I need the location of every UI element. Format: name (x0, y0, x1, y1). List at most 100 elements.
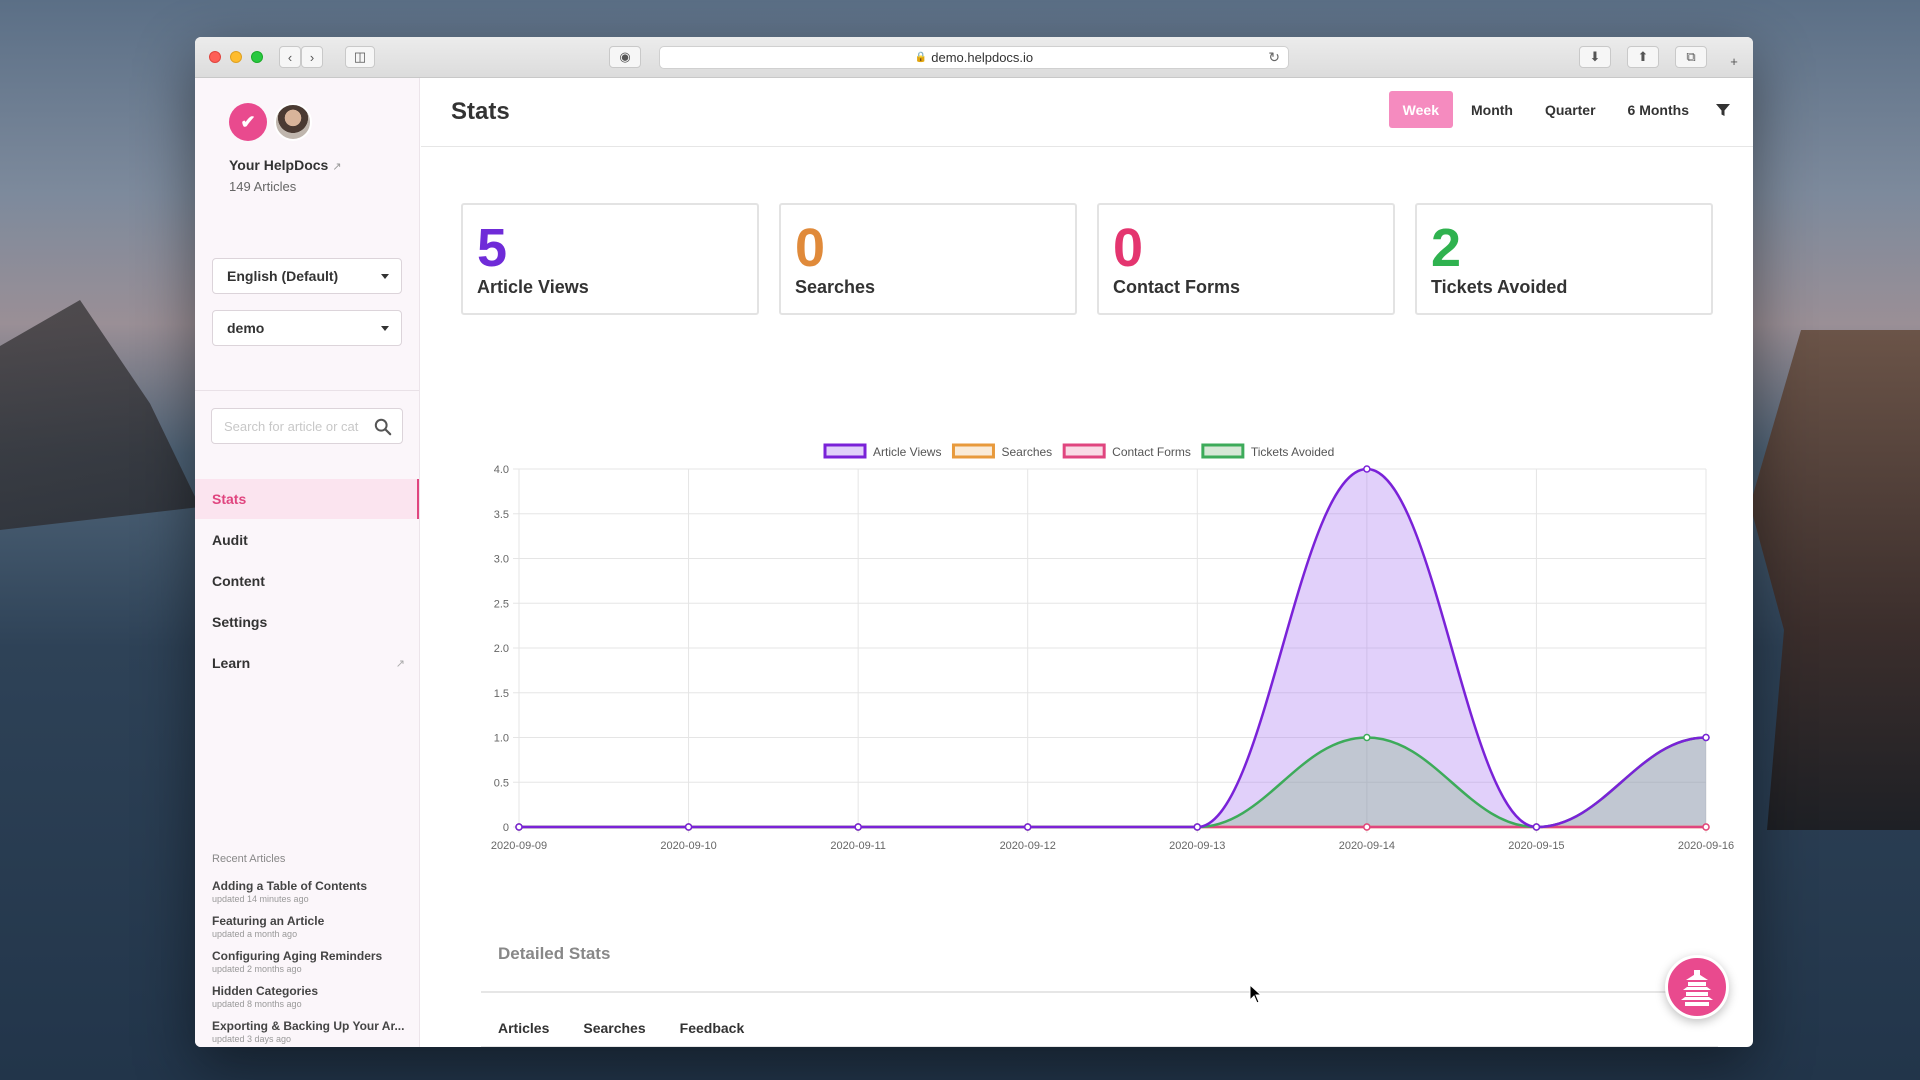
detailed-stats-title: Detailed Stats (498, 944, 611, 963)
nav-label: Stats (212, 491, 247, 507)
stats-chart: 0 0.5 1.0 1.5 2.0 2.5 3.0 3.5 4.0 2020-09-09 2020-… (491, 443, 1734, 852)
data-point (1363, 733, 1371, 742)
page-title: Stats (451, 98, 510, 125)
legend-label: Article Views (873, 445, 941, 459)
stat-card-tickets-avoided[interactable]: 2 Tickets Avoided (1415, 203, 1713, 315)
tab-searches[interactable]: Searches (583, 1020, 646, 1036)
recent-article-time: updated 14 minutes ago (212, 894, 309, 904)
nav-label: Settings (212, 614, 268, 630)
recent-article[interactable]: Configuring Aging Reminders updated 2 mo… (212, 949, 409, 974)
address-bar[interactable]: 🔒 demo.helpdocs.io ↻ (659, 46, 1289, 69)
window-controls (209, 51, 263, 63)
stat-value: 2 (1431, 218, 1462, 278)
recent-article-time: updated a month ago (212, 929, 298, 939)
x-tick-label: 2020-09-12 (1000, 840, 1056, 852)
close-window-button[interactable] (209, 51, 221, 63)
sidebar-toggle-icon[interactable]: ◫ (345, 46, 375, 68)
stat-value: 0 (795, 218, 826, 278)
x-tick-label: 2020-09-09 (491, 840, 547, 852)
recent-article-time: updated 8 months ago (212, 999, 302, 1009)
recent-article-title[interactable]: Adding a Table of Contents (212, 879, 368, 893)
share-icon[interactable]: ⬆ (1627, 46, 1659, 68)
series-area-article-views (519, 469, 1706, 827)
external-link-icon[interactable]: ↗ (332, 161, 342, 173)
y-tick-label: 2.5 (494, 598, 509, 610)
x-tick-label: 2020-09-15 (1508, 840, 1564, 852)
stat-card-searches[interactable]: 0 Searches (779, 203, 1077, 315)
x-tick-label: 2020-09-16 (1678, 840, 1734, 852)
desktop-wallpaper-cliff (1750, 330, 1920, 830)
recent-article-title[interactable]: Exporting & Backing Up Your Ar... (212, 1019, 405, 1033)
divider (481, 1046, 1718, 1047)
sidebar: ✔ Your HelpDocs ↗ 149 Articles English (D… (195, 78, 420, 1047)
stat-label: Searches (795, 277, 876, 297)
recent-article[interactable]: Adding a Table of Contents updated 14 mi… (212, 879, 409, 904)
data-point (1023, 823, 1032, 831)
nav-label: Learn (212, 655, 251, 671)
search-input[interactable] (224, 418, 374, 434)
reload-icon[interactable]: ↻ (1268, 49, 1280, 65)
workspace-select[interactable]: demo (212, 310, 402, 346)
range-week-button[interactable]: Week (1388, 91, 1453, 128)
helpdocs-logo[interactable]: ✔ (229, 103, 267, 141)
stat-value: 0 (1113, 218, 1144, 278)
series-line-article-views (519, 467, 1707, 829)
new-tab-icon[interactable]: + (1730, 53, 1738, 69)
y-tick-label: 3.5 (494, 509, 509, 521)
stat-label: Contact Forms (1113, 277, 1241, 297)
stat-label: Article Views (477, 277, 589, 297)
recent-article-title[interactable]: Hidden Categories (212, 984, 319, 998)
site-name-label: Your HelpDocs (229, 157, 329, 173)
range-month-button[interactable]: Month (1470, 101, 1513, 118)
sidebar-item-content[interactable]: Content (195, 561, 419, 601)
site-name[interactable]: Your HelpDocs ↗ (229, 157, 342, 173)
recent-article-title[interactable]: Configuring Aging Reminders (212, 949, 383, 963)
detailed-stats-tabs: Articles Searches Feedback (498, 1020, 744, 1036)
sidebar-item-stats[interactable]: Stats (195, 479, 419, 519)
search-icon[interactable] (374, 418, 392, 436)
data-point (684, 823, 693, 831)
zoom-window-button[interactable] (251, 51, 263, 63)
recent-article[interactable]: Exporting & Backing Up Your Ar... update… (212, 1019, 409, 1044)
sidebar-item-settings[interactable]: Settings (195, 602, 419, 642)
recent-article-title[interactable]: Featuring an Article (212, 914, 325, 928)
stat-card-contact-forms[interactable]: 0 Contact Forms (1097, 203, 1395, 315)
filter-icon[interactable] (1715, 102, 1731, 118)
data-point (1532, 823, 1541, 831)
privacy-icon[interactable]: ◉ (609, 46, 641, 68)
legend-label: Searches (1001, 445, 1052, 459)
downloads-icon[interactable]: ⬇ (1579, 46, 1611, 68)
x-tick-label: 2020-09-14 (1339, 840, 1395, 852)
stat-value: 5 (477, 218, 508, 278)
user-avatar[interactable] (274, 103, 312, 141)
data-point (1363, 465, 1371, 473)
forward-icon[interactable]: › (301, 46, 323, 68)
data-point (1702, 733, 1710, 742)
browser-titlebar: ‹ › ◫ ◉ 🔒 demo.helpdocs.io ↻ ⬇ ⬆ ⧉ + (195, 37, 1753, 78)
stat-cards: 5 Article Views 0 Searches 0 Contact For… (461, 203, 1713, 315)
legend-swatch (1201, 443, 1245, 459)
sidebar-item-learn[interactable]: Learn ↗ (195, 643, 419, 683)
recent-article[interactable]: Featuring an Article updated a month ago (212, 914, 409, 939)
help-widget-button[interactable] (1665, 955, 1729, 1019)
language-select[interactable]: English (Default) (212, 258, 402, 294)
tab-articles[interactable]: Articles (498, 1020, 550, 1036)
sidebar-item-audit[interactable]: Audit (195, 520, 419, 560)
minimize-window-button[interactable] (230, 51, 242, 63)
chevron-down-icon (381, 274, 389, 279)
tabs-overview-icon[interactable]: ⧉ (1675, 46, 1707, 68)
tab-feedback[interactable]: Feedback (679, 1020, 745, 1036)
y-tick-label: 3.0 (494, 554, 509, 566)
nav-label: Audit (212, 532, 248, 548)
data-point (1702, 823, 1710, 831)
date-range-selector: Week Month Quarter 6 Months (1388, 91, 1731, 128)
divider (481, 991, 1718, 993)
range-quarter-button[interactable]: Quarter (1544, 101, 1596, 118)
sidebar-search (211, 408, 403, 444)
data-point (1193, 823, 1202, 831)
x-tick-label: 2020-09-11 (830, 840, 885, 852)
stat-card-article-views[interactable]: 5 Article Views (461, 203, 759, 315)
recent-article[interactable]: Hidden Categories updated 8 months ago (212, 984, 409, 1009)
range-6-months-button[interactable]: 6 Months (1627, 101, 1689, 118)
back-icon[interactable]: ‹ (279, 46, 301, 68)
